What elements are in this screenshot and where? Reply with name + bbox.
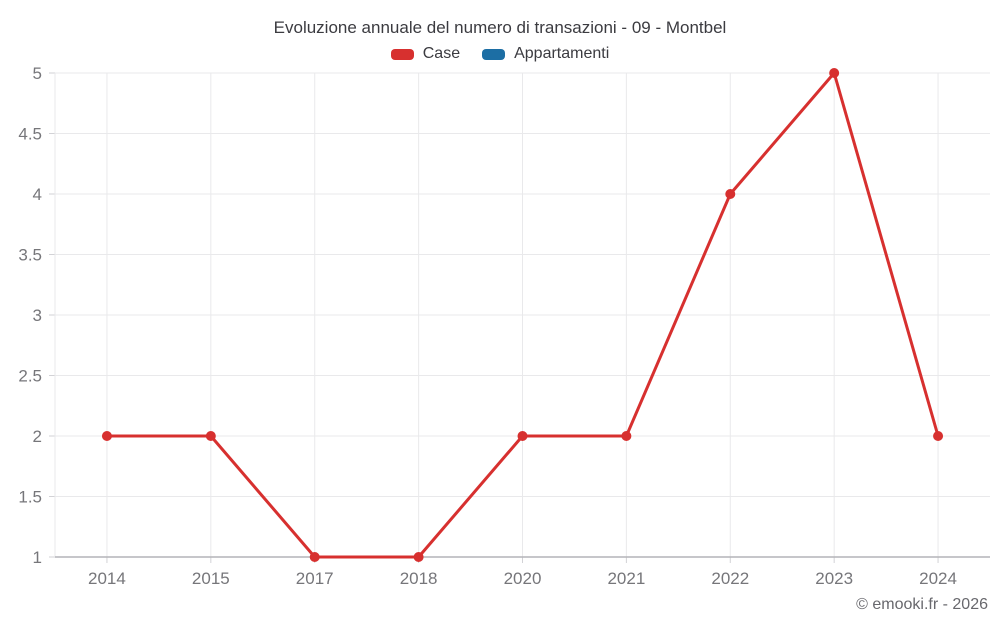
appartamenti-legend-swatch <box>482 48 506 60</box>
case-data-point-2014[interactable] <box>101 431 112 441</box>
case-data-point-2020[interactable] <box>517 431 528 441</box>
y-tick-label: 5 <box>33 64 42 83</box>
x-tick-label: 2015 <box>192 569 230 588</box>
y-tick-label: 1 <box>33 548 42 567</box>
y-tick-label: 3 <box>33 306 42 325</box>
y-tick-label: 2 <box>33 427 42 446</box>
x-tick-label: 2018 <box>400 569 438 588</box>
case-data-point-2022[interactable] <box>725 189 736 199</box>
y-tick-label: 4.5 <box>18 125 42 144</box>
chart-title: Evoluzione annuale del numero di transaz… <box>273 18 727 37</box>
case-data-point-2015[interactable] <box>205 431 216 441</box>
footer-credit: © emooki.fr - 2026 <box>856 596 988 613</box>
x-tick-label: 2024 <box>919 569 957 588</box>
case-legend-label: Case <box>422 45 461 62</box>
x-tick-label: 2020 <box>504 569 542 588</box>
y-tick-label: 4 <box>33 185 42 204</box>
case-data-point-2017[interactable] <box>309 552 320 562</box>
case-data-point-2018[interactable] <box>413 552 424 562</box>
case-data-point-2024[interactable] <box>933 431 944 441</box>
case-legend-swatch <box>390 48 414 60</box>
y-tick-label: 1.5 <box>18 488 42 507</box>
x-tick-label: 2021 <box>607 569 645 588</box>
x-tick-label: 2017 <box>296 569 334 588</box>
appartamenti-legend-label: Appartamenti <box>514 45 610 62</box>
y-tick-label: 3.5 <box>18 246 42 265</box>
legend-item-case[interactable]: Case <box>390 45 461 63</box>
case-data-point-2021[interactable] <box>621 431 632 441</box>
legend-item-appartamenti[interactable]: Appartamenti <box>482 45 609 63</box>
x-tick-label: 2014 <box>88 569 126 588</box>
x-tick-label: 2023 <box>815 569 853 588</box>
x-tick-label: 2022 <box>711 569 749 588</box>
chart-legend: Case Appartamenti <box>0 45 1000 63</box>
case-data-point-2023[interactable] <box>829 68 840 78</box>
y-tick-label: 2.5 <box>18 367 42 386</box>
